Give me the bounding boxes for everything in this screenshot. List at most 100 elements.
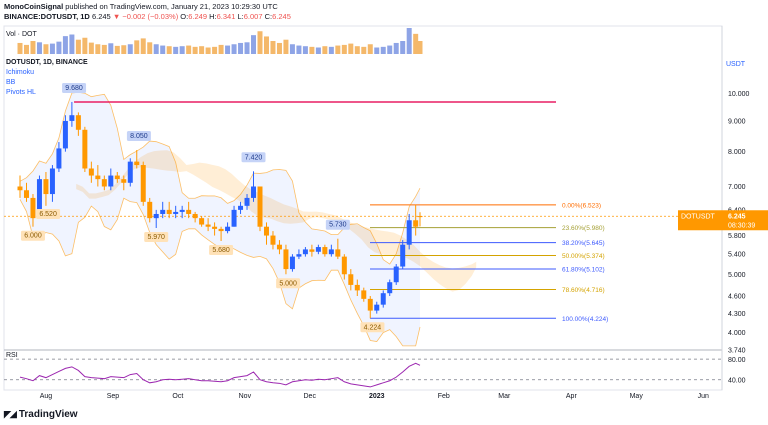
volume-bar <box>341 44 347 54</box>
volume-bar <box>160 45 166 54</box>
ichimoku-cloud <box>76 150 477 292</box>
ichimoku-legend[interactable]: Ichimoku <box>6 69 35 76</box>
fib-level-label: 50.00%(5.374) <box>562 253 605 260</box>
pivot-labels: 9.680 8.050 7.420 5.730 6.000 6.520 5.970 5.680… <box>20 82 385 333</box>
rsi-legend[interactable]: RSI <box>6 352 18 359</box>
volume-bar <box>173 46 179 54</box>
volume-bar <box>166 46 172 54</box>
candle-body <box>218 228 224 232</box>
bollinger-bands <box>19 91 421 347</box>
candle-body <box>348 274 354 285</box>
candle-body <box>75 115 81 130</box>
candlesticks <box>17 101 423 319</box>
pivot-high-badge <box>126 131 151 142</box>
volume-bar <box>257 31 263 54</box>
rsi-line <box>19 362 421 388</box>
volume-bar <box>30 41 36 54</box>
candle-body <box>263 226 269 236</box>
candle-body <box>341 256 347 275</box>
candle-body <box>354 284 360 291</box>
candle-body <box>380 293 386 305</box>
pivot-high-label: 7.420 <box>245 154 263 161</box>
volume-bar <box>179 46 185 54</box>
pivot-low-badge <box>20 230 45 241</box>
pivots-legend[interactable]: Pivots HL <box>6 89 36 96</box>
pivot-low-badge <box>360 322 385 333</box>
volume-bar <box>322 46 328 54</box>
volume-bar <box>127 44 133 54</box>
x-tick-label: Sep <box>107 393 120 400</box>
candle-body <box>309 249 315 252</box>
candle-body <box>270 235 276 245</box>
candle-body <box>134 161 140 166</box>
volume-bar <box>393 42 399 54</box>
pivot-high-label: 9.680 <box>65 85 83 92</box>
bb-legend[interactable]: BB <box>6 79 16 86</box>
volume-bar <box>199 46 205 54</box>
candle-body <box>276 244 282 250</box>
volume-bar <box>49 43 55 54</box>
fib-level-label: 78.60%(4.716) <box>562 287 605 294</box>
bb-upper <box>19 91 421 265</box>
volume-bar <box>114 45 120 54</box>
volume-bar <box>413 33 419 54</box>
candle-body <box>166 209 172 214</box>
high-label: H: <box>209 12 217 21</box>
published-text: published on TradingView.com, January 21… <box>65 2 278 11</box>
x-tick-label: Oct <box>172 393 183 400</box>
y-tick-label: 5.000 <box>728 272 746 279</box>
candle-body <box>393 266 399 283</box>
brand-name: TradingView <box>18 409 78 420</box>
x-tick-label: Aug <box>40 393 53 400</box>
pivot-high-badge <box>325 219 350 230</box>
candle-body <box>296 254 302 257</box>
volume-bar <box>374 47 380 54</box>
volume-bar <box>400 41 406 54</box>
open-label: O: <box>180 12 189 21</box>
x-tick-label: Apr <box>566 393 578 400</box>
volume-bar <box>354 46 360 54</box>
y-tick-label: 4.300 <box>728 311 746 318</box>
pivot-low-label: 5.000 <box>279 280 297 287</box>
volume-bar <box>75 39 81 54</box>
ohlc-line: BINANCE:DOTUSDT, 1D 6.245 ▼ −0.002 (−0.0… <box>4 12 291 21</box>
volume-bar <box>328 46 334 54</box>
volume-bar <box>134 40 140 54</box>
low-value: 6.007 <box>243 12 263 21</box>
candle-body <box>205 224 211 227</box>
candle-body <box>62 120 68 149</box>
pivot-high-label: 5.730 <box>329 222 347 229</box>
main-series-legend[interactable]: DOTUSDT, 1D, BINANCE <box>6 59 88 66</box>
volume-bar <box>88 42 94 54</box>
candle-body <box>121 179 127 183</box>
volume-bar <box>17 42 23 54</box>
candle-body <box>367 298 373 311</box>
volume-bar <box>212 46 218 54</box>
pivot-low-label: 4.224 <box>364 324 382 331</box>
current-price-tag <box>678 210 768 231</box>
pivot-low-badge <box>144 232 169 243</box>
y-tick-label: 7.000 <box>728 184 746 191</box>
pivot-low-label: 6.000 <box>24 233 42 240</box>
y-tick-label: 10.000 <box>728 91 750 98</box>
bb-fill <box>20 92 420 346</box>
y-tick-label: 4.600 <box>728 294 746 301</box>
fibonacci-retracement: 0.00%(6.523) 23.60%(5.980) 38.20%(5.645) 50… <box>4 101 722 323</box>
volume-bar <box>380 46 386 54</box>
candle-body <box>36 179 42 219</box>
author-name[interactable]: MonoCoinSignal <box>4 2 64 11</box>
pivot-low-label: 5.970 <box>147 234 165 241</box>
volume-bar <box>205 47 211 54</box>
volume-legend[interactable]: Vol · DOT <box>6 31 37 38</box>
tradingview-logo[interactable]: ◤◢ TradingView <box>4 409 78 420</box>
candle-body <box>179 209 185 212</box>
volume-bar <box>283 39 289 54</box>
candle-body <box>413 220 419 227</box>
volume-bar <box>270 41 276 54</box>
volume-bar <box>225 45 231 54</box>
volume-bar <box>121 45 127 54</box>
pivot-low-badge <box>209 245 234 256</box>
volume-bar <box>406 28 412 54</box>
x-tick-label: Nov <box>239 393 252 400</box>
